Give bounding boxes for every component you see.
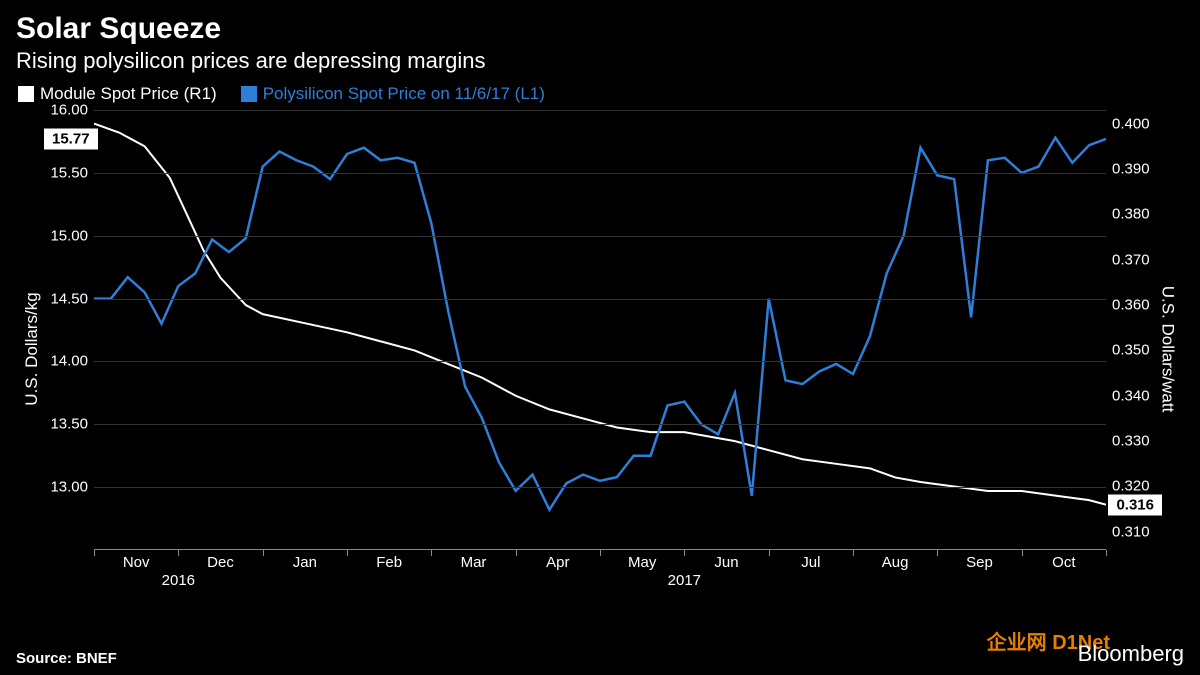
y-tick-right: 0.340 [1106,387,1150,404]
y-axis-left-title: U.S. Dollars/kg [22,292,42,405]
x-tick-label: Jul [801,550,820,571]
grid-line [94,299,1106,300]
x-tick [516,550,517,556]
y-tick-right: 0.380 [1106,206,1150,223]
y-tick-right: 0.330 [1106,433,1150,450]
year-label: 2017 [668,572,701,589]
legend-swatch [18,86,34,102]
grid-line [94,236,1106,237]
source-text: Source: BNEF [16,650,117,667]
x-tick [853,550,854,556]
x-tick-label: Oct [1052,550,1075,571]
x-tick [769,550,770,556]
x-tick [347,550,348,556]
x-tick [178,550,179,556]
x-tick-label: Aug [882,550,909,571]
series-line [94,138,1106,510]
y-axis-right-title: U.S. Dollars/watt [1158,286,1178,413]
y-tick-left: 14.00 [50,353,94,370]
chart-subtitle: Rising polysilicon prices are depressing… [16,48,1184,74]
y-tick-left: 15.00 [50,227,94,244]
legend: Module Spot Price (R1) Polysilicon Spot … [16,84,1184,104]
value-callout: 0.316 [1108,494,1162,515]
y-tick-right: 0.370 [1106,251,1150,268]
y-tick-right: 0.400 [1106,115,1150,132]
x-tick [684,550,685,556]
x-tick-label: Dec [207,550,234,571]
y-tick-right: 0.390 [1106,160,1150,177]
year-label: 2016 [162,572,195,589]
plot-area: 13.0013.5014.0014.5015.0015.5016.000.310… [94,110,1106,550]
brand-logo: Bloomberg [1078,641,1184,667]
x-tick [94,550,95,556]
grid-line [94,424,1106,425]
y-tick-left: 13.50 [50,416,94,433]
value-callout: 15.77 [44,128,98,149]
grid-line [94,110,1106,111]
x-tick [1106,550,1107,556]
legend-item-module: Module Spot Price (R1) [18,84,217,104]
grid-line [94,361,1106,362]
chart-title: Solar Squeeze [16,12,1184,46]
x-tick-label: Jun [714,550,738,571]
grid-line [94,487,1106,488]
y-tick-left: 13.00 [50,479,94,496]
legend-item-polysilicon: Polysilicon Spot Price on 11/6/17 (L1) [241,84,545,104]
grid-line [94,173,1106,174]
y-tick-left: 15.50 [50,164,94,181]
x-tick-label: Jan [293,550,317,571]
y-tick-right: 0.320 [1106,478,1150,495]
x-tick [937,550,938,556]
y-tick-right: 0.310 [1106,523,1150,540]
x-tick [600,550,601,556]
y-tick-left: 16.00 [50,102,94,119]
x-tick-label: Sep [966,550,993,571]
x-tick [263,550,264,556]
y-tick-left: 14.50 [50,290,94,307]
x-tick-label: Mar [461,550,487,571]
x-tick [1022,550,1023,556]
x-tick-label: May [628,550,656,571]
chart-svg [94,110,1106,550]
y-tick-right: 0.350 [1106,342,1150,359]
chart-frame: U.S. Dollars/kg U.S. Dollars/watt 13.001… [94,110,1106,588]
x-tick-label: Apr [546,550,569,571]
legend-label: Polysilicon Spot Price on 11/6/17 (L1) [263,84,545,104]
x-tick [431,550,432,556]
x-tick-label: Feb [376,550,402,571]
y-tick-right: 0.360 [1106,297,1150,314]
x-tick-label: Nov [123,550,150,571]
legend-swatch [241,86,257,102]
